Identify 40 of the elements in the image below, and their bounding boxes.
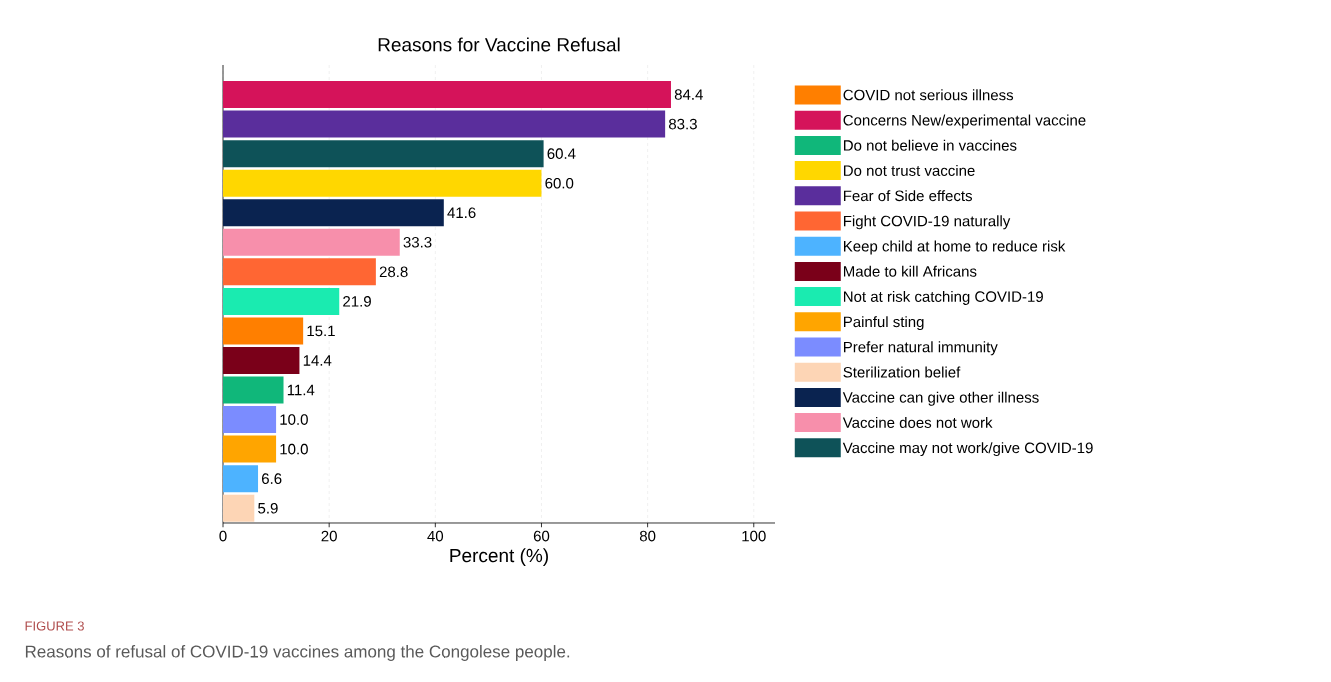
chart-title: Reasons for Vaccine Refusal (378, 37, 620, 52)
legend-label: Vaccine can give other illness (842, 391, 1039, 406)
data-label: 83.3 (669, 118, 697, 130)
data-label: 60.0 (545, 177, 574, 189)
legend-label: Do not trust vaccine (843, 164, 975, 176)
data-label: 10.0 (280, 443, 308, 455)
x-axis-title: Percent (%) (450, 548, 548, 566)
legend-label: Painful sting (843, 316, 924, 331)
legend-label: COVID not serious illness (843, 89, 1014, 101)
legend-label: Fear of Side effects (843, 190, 973, 202)
x-tick-label: 60 (533, 530, 550, 542)
legend-label: Vaccine may not work/give COVID-19 (842, 442, 1093, 457)
data-label: 15.1 (307, 325, 335, 337)
x-tick-label: 100 (742, 530, 766, 542)
legend-label: Do not believe in vaccines (843, 139, 1017, 151)
x-tick-label: 20 (321, 530, 337, 542)
legend-label: Vaccine does not work (842, 416, 993, 428)
legend-label: Prefer natural immunity (843, 341, 998, 356)
legend-label: Not at risk catching COVID-19 (843, 290, 1043, 305)
data-label: 10.0 (280, 414, 308, 425)
data-label: 5.9 (258, 502, 278, 514)
data-label: 14.4 (303, 355, 332, 366)
data-label: 6.6 (262, 473, 282, 484)
data-label: 33.3 (403, 236, 432, 248)
data-label: 21.9 (343, 296, 371, 307)
legend-label: Keep child at home to reduce risk (843, 240, 1066, 255)
x-tick-label: 0 (219, 530, 227, 542)
x-tick-label: 80 (639, 530, 656, 542)
data-label: 84.4 (674, 89, 703, 100)
data-label: 28.8 (379, 266, 408, 278)
legend-label: Concerns New/experimental vaccine (843, 114, 1086, 129)
x-tick-label: 40 (427, 530, 444, 542)
legend-label: Made to kill Africans (843, 265, 977, 277)
data-label: 41.6 (447, 207, 476, 219)
legend-label: Sterilization belief (843, 366, 961, 378)
data-label: 60.4 (547, 148, 576, 159)
legend-label: Fight COVID-19 naturally (843, 215, 1011, 230)
data-label: 11.4 (287, 384, 315, 396)
caption: FIGURE 3 (25, 621, 84, 631)
text: Reasons of refusal of COVID-19 vaccines among the Congolese people. (25, 645, 570, 661)
